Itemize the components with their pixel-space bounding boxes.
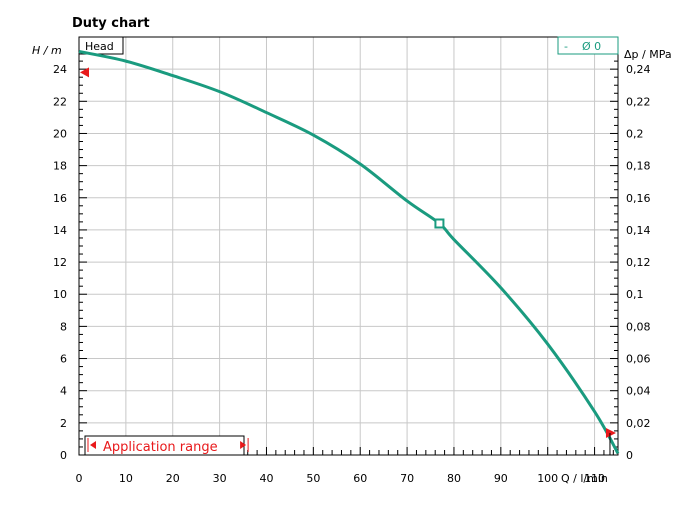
x-tick-label: 30: [213, 472, 227, 485]
chart-title: Duty chart: [72, 16, 150, 31]
operating-point-marker: [434, 218, 445, 229]
y-tick-label: 2: [60, 417, 67, 430]
y2-tick-label: 0,24: [626, 63, 651, 76]
y2-tick-label: 0,1: [626, 288, 644, 301]
plot-frame: [78, 36, 619, 456]
y-tick-label: 22: [53, 95, 67, 108]
application-range-arrows: [87, 438, 249, 452]
y-tick-label: 14: [53, 224, 67, 237]
y2-tick-label: 0,08: [626, 320, 651, 333]
x-axis-label: Q / l/min: [561, 472, 608, 485]
y2-tick-label: 0,22: [626, 95, 651, 108]
diameter-legend-dash: -: [564, 40, 568, 53]
y2-tick-label: 0,18: [626, 160, 651, 173]
y2-tick-label: 0,04: [626, 385, 651, 398]
x-tick-label: 100: [537, 472, 558, 485]
y-tick-label: 20: [53, 127, 67, 140]
x-tick-label: 70: [400, 472, 414, 485]
y2-axis-label: Δp / MPa: [624, 48, 672, 61]
x-tick-label: 110: [584, 472, 605, 485]
y2-tick-label: 0,02: [626, 417, 651, 430]
x-tick-label: 80: [447, 472, 461, 485]
y-tick-label: 24: [53, 63, 67, 76]
head-legend-label: Head: [85, 40, 114, 53]
x-tick-label: 40: [259, 472, 273, 485]
y-tick-label: 12: [53, 256, 67, 269]
range-end-arrow: [240, 441, 247, 449]
y-tick-label: 4: [60, 385, 67, 398]
y-marker-triangle: [80, 67, 89, 78]
application-range-label: Application range: [103, 440, 218, 455]
minor-ticks: [78, 36, 618, 456]
y-axis-label: H / m: [32, 44, 62, 57]
y-tick-label: 0: [60, 449, 67, 462]
y2-tick-label: 0: [626, 449, 633, 462]
diameter-legend-box: [557, 36, 619, 55]
head-legend-box: [78, 36, 124, 55]
x-tick-labels: 0 10 20 30 40 50 60 70 80 90 100 110: [76, 472, 606, 485]
y-tick-label: 8: [60, 320, 67, 333]
x-marker-triangle: [605, 428, 616, 438]
y2-tick-labels: 0 0,02 0,04 0,06 0,08 0,1 0,12 0,14 0,16 0,18 0,2 0…: [626, 63, 651, 462]
y2-tick-label: 0,06: [626, 353, 651, 366]
x-tick-label: 50: [306, 472, 320, 485]
y2-tick-label: 0,14: [626, 224, 651, 237]
y-tick-label: 16: [53, 192, 67, 205]
range-start-arrow: [90, 441, 96, 449]
head-curve: [78, 49, 620, 455]
y-tick-label: 10: [53, 288, 67, 301]
x-tick-label: 0: [76, 472, 83, 485]
y2-tick-label: 0,12: [626, 256, 651, 269]
y2-tick-label: 0,16: [626, 192, 651, 205]
y-tick-label: 18: [53, 160, 67, 173]
x-tick-label: 20: [166, 472, 180, 485]
x-tick-label: 10: [119, 472, 133, 485]
diameter-legend-label: Ø 0: [582, 40, 601, 53]
x-tick-label: 60: [353, 472, 367, 485]
y-tick-label: 6: [60, 353, 67, 366]
x-tick-label: 90: [494, 472, 508, 485]
grid: [79, 37, 618, 455]
y2-tick-label: 0,2: [626, 127, 644, 140]
